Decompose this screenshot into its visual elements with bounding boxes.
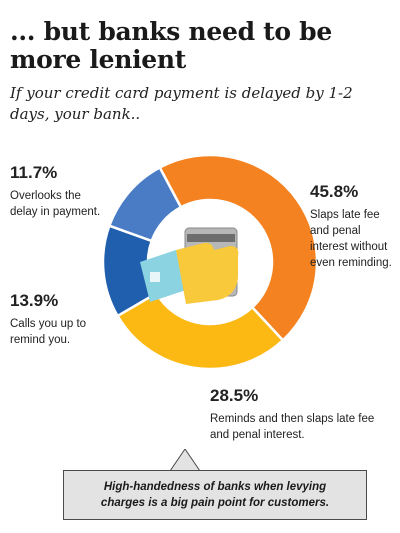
chart-title: ... but banks need to be more lenient bbox=[10, 17, 332, 74]
slice-category-label-2: Calls you up to remind you. bbox=[10, 318, 87, 346]
callout-text: High-handedness of banks when levying ch… bbox=[100, 481, 330, 509]
slice-value-label-1: 28.5% bbox=[210, 386, 259, 405]
slice-value-label-0: 45.8% bbox=[310, 182, 359, 201]
donut-slice-3 bbox=[107, 165, 183, 243]
donut-slice-0 bbox=[158, 153, 319, 343]
callout-box: High-handedness of banks when levying ch… bbox=[63, 470, 367, 520]
slice-label-3: 11.7% Overlooks the delay in payment. bbox=[10, 162, 110, 220]
credit-card-in-hand-icon bbox=[140, 227, 239, 304]
callout-pointer bbox=[170, 449, 200, 471]
donut-slice-1 bbox=[115, 291, 285, 371]
slice-category-label-1: Reminds and then slaps late fee and pena… bbox=[210, 413, 375, 441]
slice-value-label-3: 11.7% bbox=[10, 163, 58, 182]
slice-value-label-2: 13.9% bbox=[10, 291, 59, 310]
chart-subtitle: If your credit card payment is delayed b… bbox=[10, 84, 353, 123]
slice-category-label-3: Overlooks the delay in payment. bbox=[10, 190, 101, 218]
slice-label-2: 13.9% Calls you up to remind you. bbox=[10, 290, 110, 348]
slice-label-0: 45.8% Slaps late fee and penal interest … bbox=[310, 181, 400, 271]
slice-category-label-0: Slaps late fee and penal interest withou… bbox=[310, 209, 392, 269]
slice-label-1: 28.5% Reminds and then slaps late fee an… bbox=[210, 385, 385, 443]
